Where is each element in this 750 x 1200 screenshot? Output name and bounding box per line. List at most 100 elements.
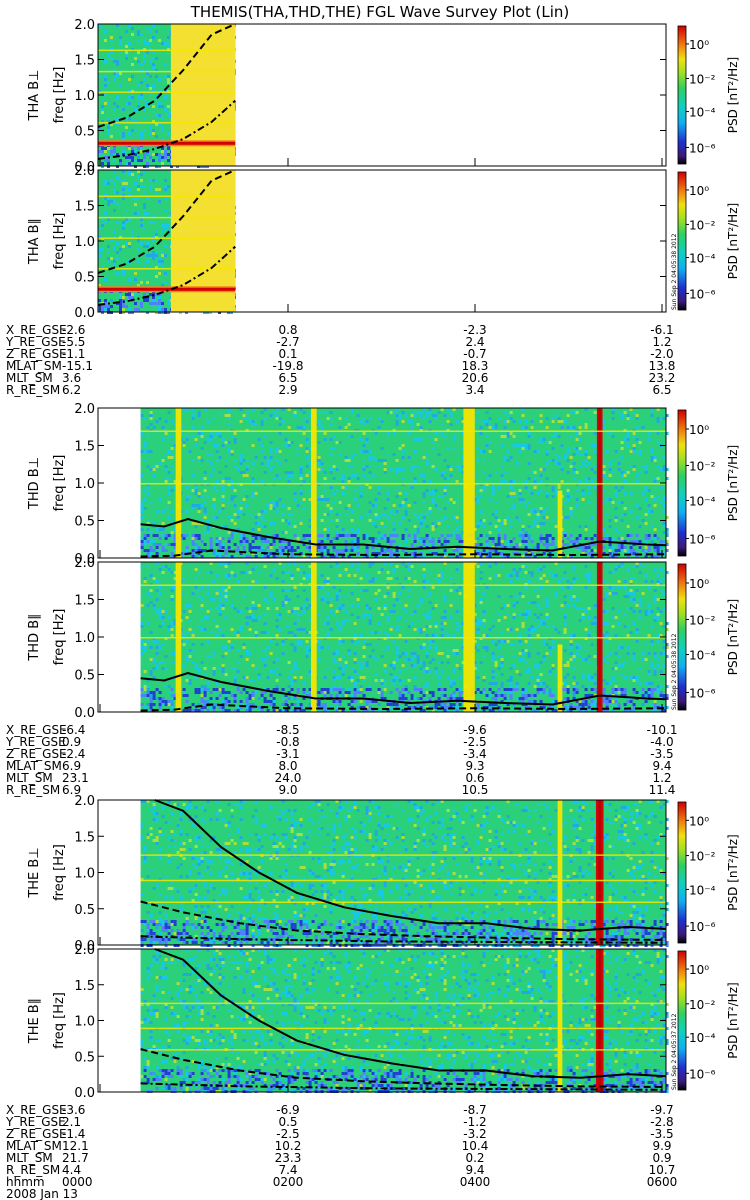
ephemeris-value: -3.1 — [276, 747, 299, 761]
ephemeris-value: -9.6 — [463, 723, 486, 737]
colorbar-scale — [677, 801, 687, 944]
colorbar: 10⁰ 10⁻² 10⁻⁴ 10⁻⁶ PSD [nT²/Hz] — [677, 409, 740, 557]
colorbar-scale — [677, 171, 687, 311]
panel-label: THE B⊥ — [27, 847, 42, 898]
probe-group-thd: 0.0 0.5 1.0 1.5 2.0 THD B⊥ freq [Hz] 10⁰ 10⁻² 10⁻… — [5, 402, 740, 797]
y-tick-label: 1.0 — [74, 867, 95, 882]
y-tick-label: 1.5 — [74, 440, 95, 455]
ephemeris-value: 10.5 — [462, 783, 489, 797]
time-tick-label: 0000 — [62, 1175, 93, 1189]
ephemeris-value: 0.5 — [278, 1115, 297, 1129]
ephemeris-value: 23.1 — [62, 771, 89, 785]
y-tick-label: 1.0 — [74, 631, 95, 646]
panel-label: THE B∥ — [27, 998, 42, 1044]
spectrogram-panel: 0.0 0.5 1.0 1.5 2.0 THA B∥ freq [Hz] 10⁰ 10⁻² 10⁻… — [27, 164, 740, 321]
ephemeris-value: -3.4 — [463, 747, 486, 761]
ephemeris-value: -3.6 — [62, 1103, 85, 1117]
burst-band — [557, 644, 563, 712]
harmonic-line — [140, 483, 667, 485]
ephemeris-value: -6.9 — [276, 1103, 299, 1117]
colorbar: 10⁰ 10⁻² 10⁻⁴ 10⁻⁶ PSD [nT²/Hz] Sun Sep 2 04:… — [671, 171, 740, 311]
burst-band — [557, 490, 563, 558]
y-tick-label: 1.5 — [74, 979, 95, 994]
ephemeris-value: 20.6 — [462, 371, 489, 385]
ephemeris-label: R_RE_SM — [6, 1163, 60, 1177]
gyrofrequency-curve — [97, 23, 236, 128]
colorbar-tick-label: 10⁻⁴ — [689, 106, 716, 120]
ephemeris-value: -3.2 — [463, 1127, 486, 1141]
colorbar-tick-label: 10⁻⁶ — [689, 1067, 716, 1081]
colorbar-tick-label: 10⁻⁶ — [689, 532, 716, 546]
harmonic-line — [98, 70, 236, 73]
y-tick-label: 2.0 — [74, 556, 95, 571]
ephemeris-value: -19.8 — [272, 359, 303, 373]
axis-unit: freq [Hz] — [52, 67, 67, 124]
colorbar-tick-label: 10⁻² — [689, 998, 716, 1012]
panel-label: THD B⊥ — [27, 457, 42, 510]
gyrofrequency-curve — [97, 169, 236, 274]
ephemeris-value: -1.2 — [463, 1115, 486, 1129]
ephemeris-value: 4.4 — [62, 1163, 81, 1177]
y-tick-label: 0.0 — [74, 552, 95, 567]
y-tick-label: 2.0 — [74, 402, 95, 417]
ephemeris-value: 0.6 — [465, 771, 484, 785]
colorbar-label: PSD [nT²/Hz] — [726, 599, 740, 675]
y-tick-label: 2.0 — [74, 18, 95, 33]
ephemeris-value: 9.4 — [652, 759, 671, 773]
ephemeris-value: 0.9 — [62, 735, 81, 749]
ephemeris-value: 13.8 — [649, 359, 676, 373]
ephemeris-value: -2.7 — [276, 335, 299, 349]
colorbar-label: PSD [nT²/Hz] — [726, 445, 740, 521]
ephemeris-label: X_RE_GSE — [6, 323, 67, 337]
y-tick-label: 0.0 — [74, 306, 95, 321]
ephemeris-value: -2.5 — [276, 1127, 299, 1141]
harmonic-line — [140, 1027, 667, 1030]
ephemeris-value: -2.8 — [650, 1115, 673, 1129]
colorbar: 10⁰ 10⁻² 10⁻⁴ 10⁻⁶ PSD [nT²/Hz] — [677, 801, 740, 944]
ephemeris-value: -2.4 — [62, 747, 85, 761]
ephemeris-label: Z_RE_GSE — [6, 1127, 67, 1141]
axis-unit: freq [Hz] — [52, 844, 67, 901]
ephemeris-value: 0.1 — [278, 347, 297, 361]
ephemeris-value: 9.9 — [652, 1139, 671, 1153]
ephemeris-label: MLAT_SM — [6, 359, 62, 373]
spectrogram-texture — [140, 408, 669, 558]
gyrofrequency-curve — [140, 517, 667, 552]
probe-group-the: 0.0 0.5 1.0 1.5 2.0 THE B⊥ freq [Hz] 10⁰ 10⁻² 10⁻… — [5, 794, 740, 1177]
y-tick-label: 1.5 — [74, 830, 95, 845]
ephemeris-value: 1.2 — [652, 335, 671, 349]
colorbar-tick-label: 10⁻² — [689, 218, 716, 232]
timestamp-stamp: Sun Sep 2 04:05:38 2012 — [671, 633, 678, 710]
axis-unit: freq [Hz] — [52, 609, 67, 666]
ephemeris-value: 7.4 — [278, 1163, 297, 1177]
harmonic-line — [98, 121, 236, 124]
colorbar-tick-label: 10⁻⁴ — [689, 252, 716, 266]
y-tick-label: 0.0 — [74, 1086, 95, 1101]
ephemeris-label: MLT_SM — [6, 771, 53, 785]
colorbar-label: PSD [nT²/Hz] — [726, 982, 740, 1058]
ephemeris-value: -6.1 — [650, 323, 673, 337]
colorbar-tick-label: 10⁰ — [689, 38, 709, 52]
ephemeris-label: X_RE_GSE — [6, 723, 67, 737]
y-tick-label: 0.0 — [74, 939, 95, 954]
ephemeris-value: 11.4 — [649, 783, 676, 797]
probe-groups: 0.0 0.5 1.0 1.5 2.0 THA B⊥ freq [Hz] 10⁰ 10⁻² 10⁻… — [5, 18, 740, 1200]
ephemeris-value: 0.8 — [278, 323, 297, 337]
time-axis: hhmm 0000 0200 0400 0600 2008 Jan 13 — [6, 1175, 677, 1200]
probe-group-tha: 0.0 0.5 1.0 1.5 2.0 THA B⊥ freq [Hz] 10⁰ 10⁻² 10⁻… — [5, 18, 740, 397]
colorbar-tick-label: 10⁻⁴ — [689, 883, 716, 897]
gyrofrequency-curve — [97, 99, 236, 160]
ephemeris-value: -15.1 — [62, 359, 93, 373]
harmonic-line — [140, 854, 667, 856]
ephemeris-value: 12.1 — [62, 1139, 89, 1153]
gyrofrequency-curve — [140, 671, 667, 706]
ephemeris-label: MLT_SM — [6, 371, 53, 385]
harmonic-line — [140, 637, 667, 639]
colorbar-scale — [677, 409, 687, 557]
y-tick-label: 1.0 — [74, 89, 95, 104]
harmonic-line — [140, 584, 667, 586]
y-tick-label: 0.0 — [74, 706, 95, 721]
timestamp-stamp: Sun Sep 2 04:05:37 2012 — [671, 1013, 678, 1090]
